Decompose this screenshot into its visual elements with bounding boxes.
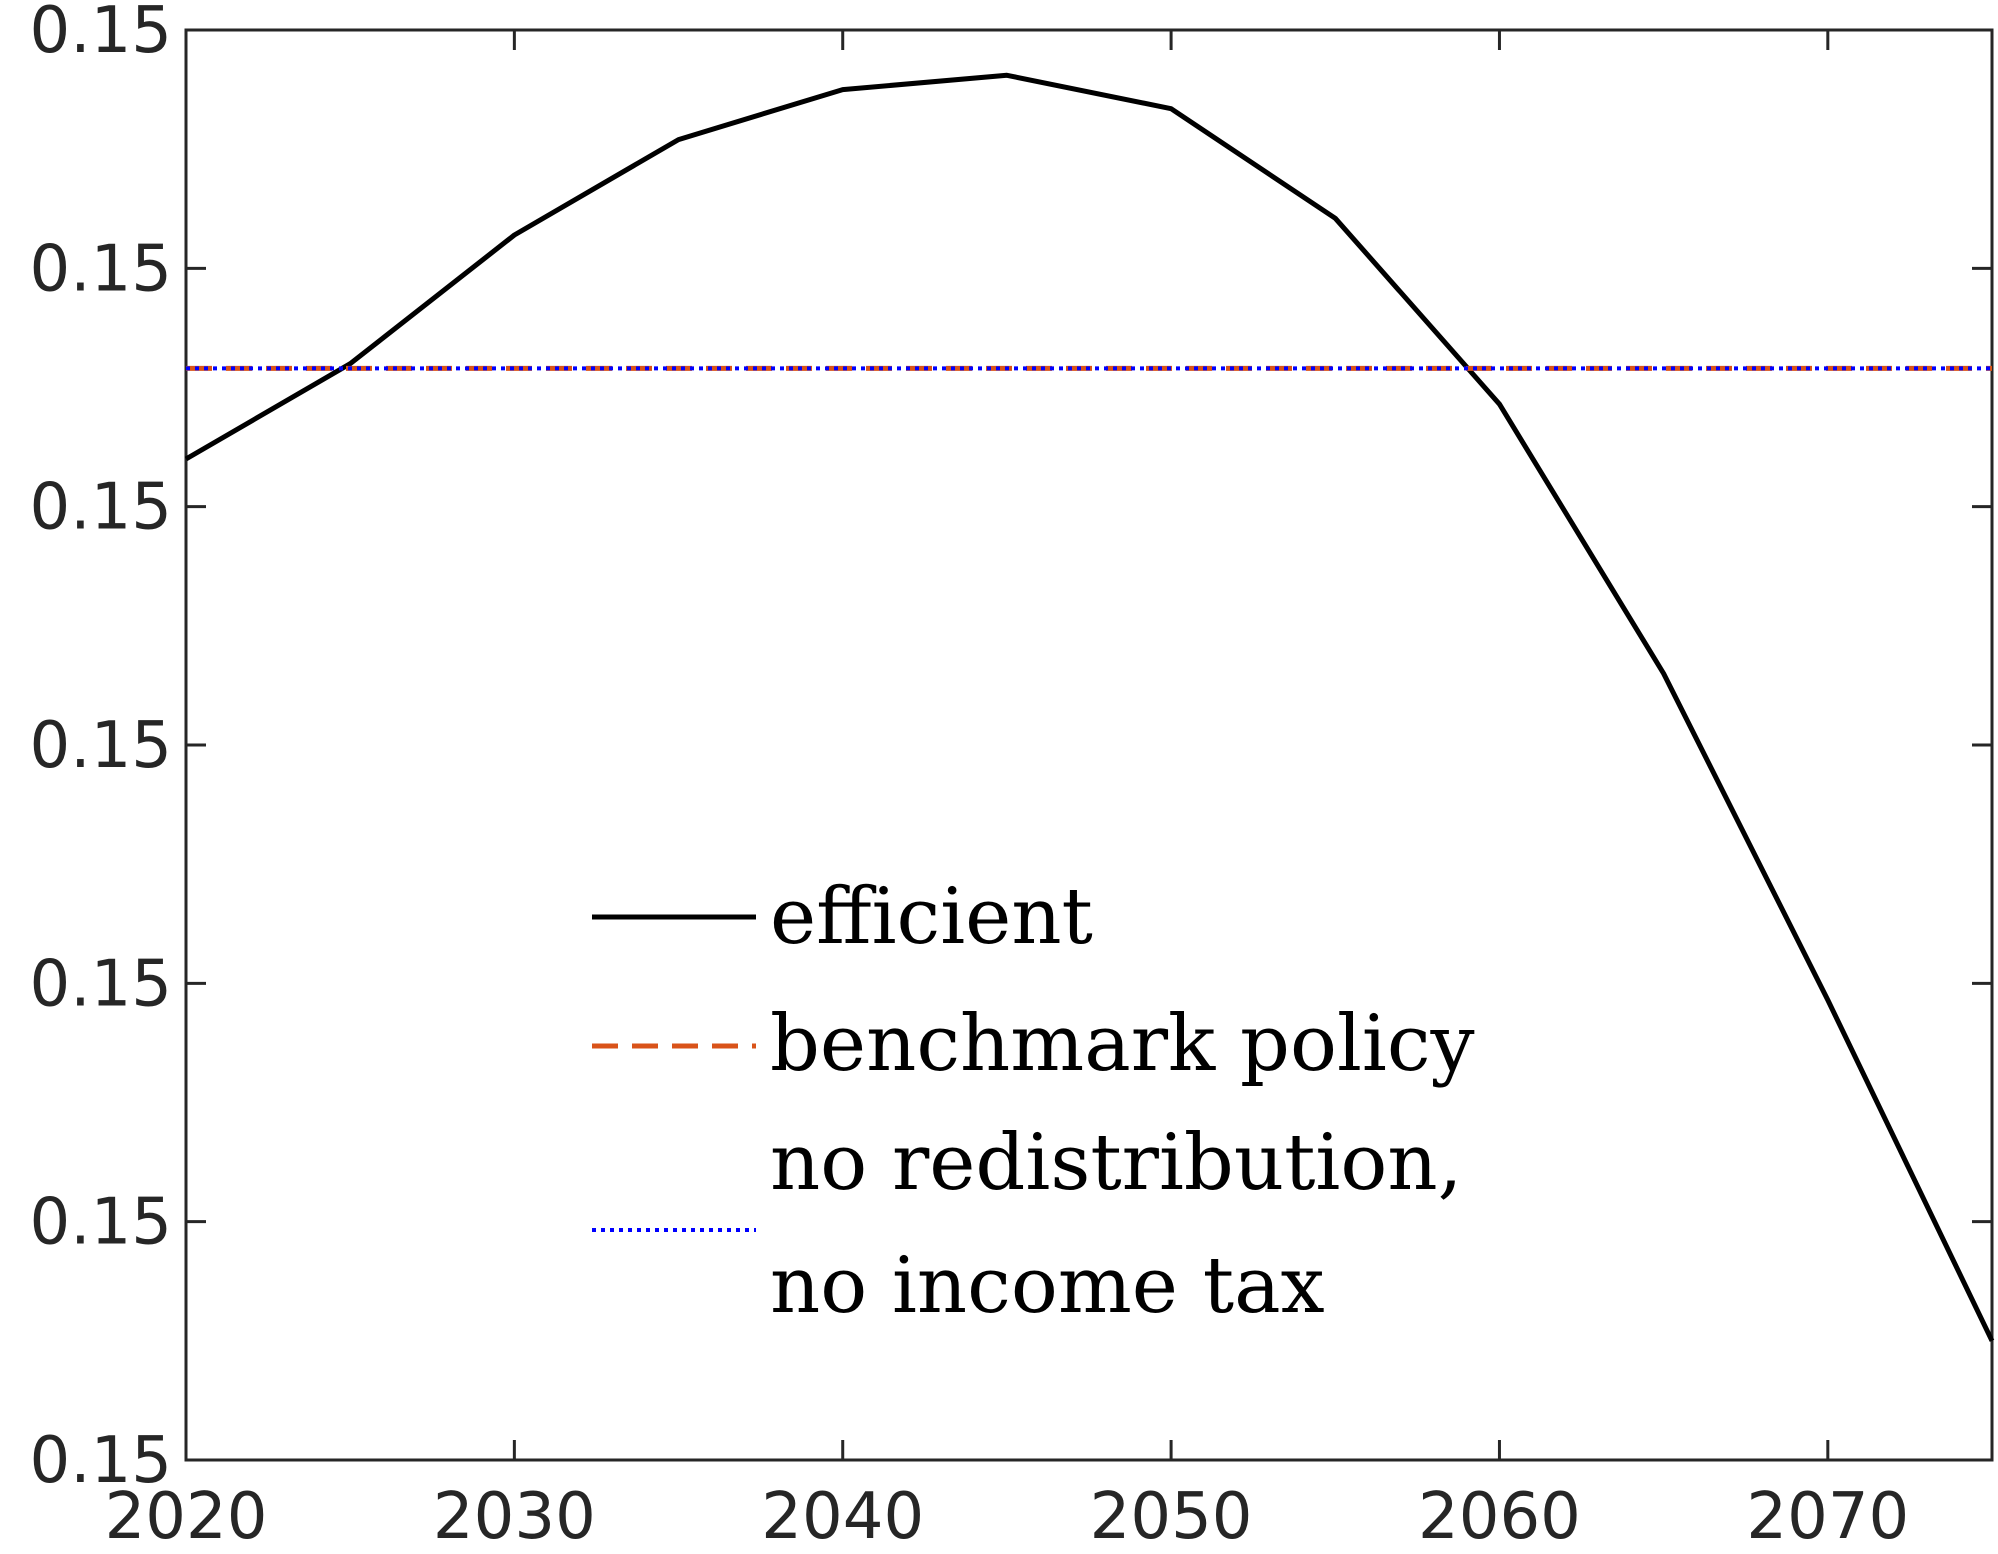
series-layer [184,72,1995,1342]
y-tick-label: 0.15 [30,947,173,1021]
x-tick-label: 2030 [433,1480,596,1554]
x-tick-label: 2070 [1746,1480,1909,1554]
x-tick-label: 2050 [1090,1480,1253,1554]
legend: efficient benchmark policy no redistributi… [592,872,1475,1331]
y-tick-label: 0.15 [30,232,173,306]
x-tick-label: 2040 [761,1480,924,1554]
series-line-0 [184,72,1995,1342]
legend-label-no-redistribution-line2: no income tax [770,1241,1325,1331]
legend-label-efficient: efficient [770,872,1093,962]
plot-axes: 2020 2030 2040 2050 2060 2070 0.15 0.15 0.15 0.15… [30,0,1994,1554]
y-tick-label: 0.15 [30,1186,173,1260]
y-tick-label: 0.15 [30,471,173,545]
y-tick-label: 0.15 [30,709,173,783]
y-tick-label: 0.15 [30,0,173,68]
y-tick-label: 0.15 [30,1424,173,1498]
x-tick-label: 2020 [105,1480,268,1554]
legend-label-no-redistribution-line1: no redistribution, [770,1118,1462,1208]
x-tick-label: 2060 [1418,1480,1581,1554]
legend-label-benchmark: benchmark policy [770,999,1475,1089]
